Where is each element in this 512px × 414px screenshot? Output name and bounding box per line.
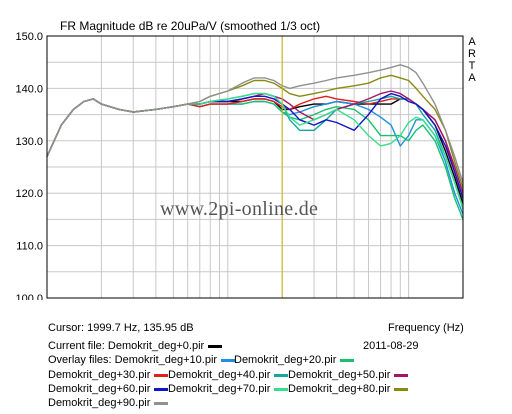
swatch-deg10 — [221, 358, 236, 362]
current-file: Current file: Demokrit_deg+0.pir — [48, 340, 223, 353]
overlay-deg20: Demokrit_deg+20.pir — [234, 354, 355, 367]
overlay-files: Overlay files: Demokrit_deg+10.pir — [48, 354, 236, 367]
y-tick-label-120: 120.0 — [15, 188, 43, 200]
arta-letter-a: A — [468, 36, 476, 48]
y-tick-label-150: 150.0 — [15, 31, 43, 43]
arta-letter-t: T — [468, 60, 476, 72]
date-label: 2011-08-29 — [363, 340, 419, 352]
arta-logo: A R T A — [466, 36, 478, 84]
y-tick-labels: 100.0 110.0 120.0 130.0 140.0 150.0 — [15, 31, 43, 300]
legend-deg30: Demokrit_deg+30.pir — [48, 369, 169, 382]
swatch-deg20 — [340, 358, 355, 362]
x-axis-label: Frequency (Hz) — [388, 322, 464, 334]
swatch-deg90 — [154, 401, 169, 405]
swatch-deg60 — [154, 387, 169, 391]
arta-letter-r: R — [468, 48, 476, 60]
series-lines — [46, 64, 464, 220]
arta-letter-a2: A — [468, 72, 476, 84]
legend-deg70: Demokrit_deg+70.pir — [168, 383, 289, 396]
legend-deg50: Demokrit_deg+50.pir — [288, 369, 409, 382]
overlay-label: Overlay files: Demokrit_deg+10.pir — [48, 354, 218, 366]
y-tick-label-140: 140.0 — [15, 83, 43, 95]
legend-deg90: Demokrit_deg+90.pir — [48, 397, 169, 410]
legend-deg80: Demokrit_deg+80.pir — [288, 383, 409, 396]
current-file-text: Current file: Demokrit_deg+0.pir — [48, 340, 205, 352]
cursor-readout: Cursor: 1999.7 Hz, 135.95 dB — [48, 322, 194, 334]
watermark-text: www.2pi-online.de — [160, 198, 319, 220]
swatch-deg40 — [274, 373, 289, 377]
grid — [47, 36, 463, 298]
swatch-deg30 — [154, 373, 169, 377]
legend-deg40: Demokrit_deg+40.pir — [168, 369, 289, 382]
legend-deg60: Demokrit_deg+60.pir — [48, 383, 169, 396]
y-tick-label-100: 100.0 — [15, 293, 43, 300]
series-line-demokrit-deg-90-pir — [46, 64, 464, 183]
swatch-deg50 — [394, 373, 409, 377]
swatch-deg0 — [208, 344, 223, 348]
plot-frame — [46, 35, 464, 299]
chart-title: FR Magnitude dB re 20uPa/V (smoothed 1/3… — [60, 19, 321, 33]
swatch-deg80 — [394, 387, 409, 391]
y-tick-label-130: 130.0 — [15, 136, 43, 148]
y-tick-label-110: 110.0 — [16, 241, 43, 253]
swatch-deg70 — [274, 387, 289, 391]
